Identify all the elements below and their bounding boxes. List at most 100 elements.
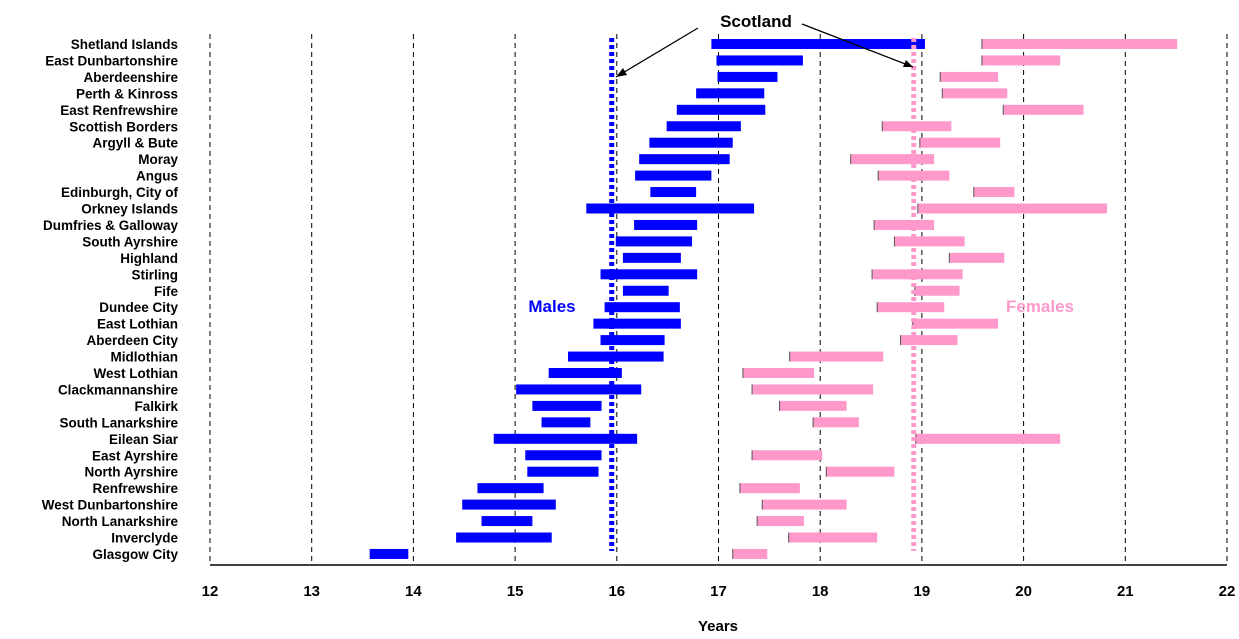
reference-lines	[609, 38, 917, 551]
male-bar	[634, 219, 698, 230]
category-label: Inverclyde	[111, 531, 178, 546]
female-bar	[789, 351, 884, 362]
male-bar	[369, 548, 409, 559]
category-label: East Dunbartonshire	[45, 53, 178, 68]
female-bar	[874, 219, 935, 230]
female-bar	[900, 335, 958, 346]
female-bar	[981, 55, 1061, 66]
category-label: Shetland Islands	[71, 37, 178, 52]
arrow-head-females	[903, 60, 913, 67]
category-label: Aberdeen City	[86, 333, 178, 348]
category-label: East Lothian	[97, 317, 178, 332]
category-label: Perth & Kinross	[76, 86, 178, 101]
category-label: South Lanarkshire	[59, 415, 178, 430]
male-bar	[635, 170, 712, 181]
male-bar	[525, 450, 602, 461]
male-bar	[516, 384, 642, 395]
category-label: Stirling	[132, 267, 179, 282]
males-label: Males	[528, 297, 575, 316]
male-bar	[604, 302, 680, 313]
female-bar	[752, 450, 823, 461]
male-bar	[527, 466, 599, 477]
category-label: Argyll & Bute	[92, 136, 178, 151]
x-tick-label: 19	[914, 583, 931, 600]
arrow-to-males	[615, 27, 699, 78]
x-axis-title: Years	[698, 618, 738, 635]
male-bar	[650, 187, 697, 198]
male-bar	[493, 433, 638, 444]
category-label: Fife	[154, 284, 178, 299]
male-bar	[666, 121, 741, 132]
x-tick-label: 21	[1117, 583, 1134, 600]
category-label: North Lanarkshire	[62, 514, 179, 529]
category-label: South Ayrshire	[82, 234, 178, 249]
category-label: East Ayrshire	[92, 448, 179, 463]
category-label: Aberdeenshire	[83, 70, 178, 85]
male-bar	[567, 351, 664, 362]
x-tick-label: 14	[405, 583, 422, 600]
x-tick-label: 16	[608, 583, 625, 600]
x-tick-label: 13	[303, 583, 320, 600]
female-bar	[788, 532, 878, 543]
female-bar	[940, 71, 999, 82]
male-bar	[541, 417, 591, 428]
category-label: East Renfrewshire	[60, 103, 178, 118]
female-bar	[878, 170, 950, 181]
category-label: Dumfries & Galloway	[43, 218, 179, 233]
female-bar	[762, 499, 847, 510]
category-label: West Dunbartonshire	[42, 498, 179, 513]
male-bar	[622, 252, 681, 263]
male-bar	[639, 154, 730, 165]
female-bar	[973, 187, 1015, 198]
category-label: Scottish Borders	[69, 119, 178, 134]
female-bar	[813, 417, 859, 428]
x-tick-label: 17	[710, 583, 727, 600]
female-bar	[942, 88, 1008, 99]
x-tick-label: 18	[812, 583, 829, 600]
female-bar	[915, 433, 1061, 444]
female-bar	[757, 516, 804, 527]
scotland-arrows	[615, 23, 914, 78]
category-label: Orkney Islands	[81, 202, 178, 217]
male-bar	[532, 400, 602, 411]
female-bar	[752, 384, 874, 395]
category-label: Midlothian	[111, 350, 179, 365]
male-bar	[696, 88, 765, 99]
female-bar	[826, 466, 895, 477]
female-bar	[882, 121, 952, 132]
male-bar	[676, 104, 766, 115]
male-bar	[717, 71, 778, 82]
female-bar	[912, 318, 999, 329]
female-bar	[981, 39, 1178, 49]
male-bar	[716, 55, 803, 66]
category-label: Moray	[138, 152, 178, 167]
category-label: Edinburgh, City of	[61, 185, 178, 200]
female-bar	[894, 236, 965, 247]
female-bar	[779, 400, 847, 411]
male-bar	[600, 335, 665, 346]
female-bars	[732, 39, 1178, 559]
female-bar	[850, 154, 935, 165]
female-bar	[949, 252, 1005, 263]
female-bar	[732, 548, 768, 559]
female-bar	[742, 368, 815, 378]
male-bars	[369, 39, 925, 559]
female-bar	[739, 483, 800, 494]
male-bar	[622, 285, 669, 296]
male-bar	[481, 516, 533, 527]
male-bar	[615, 236, 693, 247]
category-label: West Lothian	[93, 366, 178, 381]
female-bar	[917, 203, 1107, 214]
x-tick-label: 12	[202, 583, 219, 600]
female-bar	[919, 137, 1001, 148]
male-bar	[711, 39, 925, 49]
grid-lines	[209, 34, 1228, 565]
x-tick-label: 20	[1015, 583, 1032, 600]
category-label: Eilean Siar	[109, 432, 179, 447]
x-tick-label: 22	[1219, 583, 1236, 600]
female-bar	[1003, 104, 1084, 115]
arrow-to-females	[801, 23, 914, 68]
category-label: Falkirk	[134, 399, 178, 414]
x-tick-label: 15	[507, 583, 524, 600]
